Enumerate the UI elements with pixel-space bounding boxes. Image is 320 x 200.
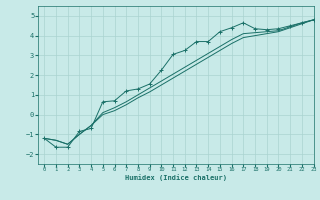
X-axis label: Humidex (Indice chaleur): Humidex (Indice chaleur) xyxy=(125,174,227,181)
